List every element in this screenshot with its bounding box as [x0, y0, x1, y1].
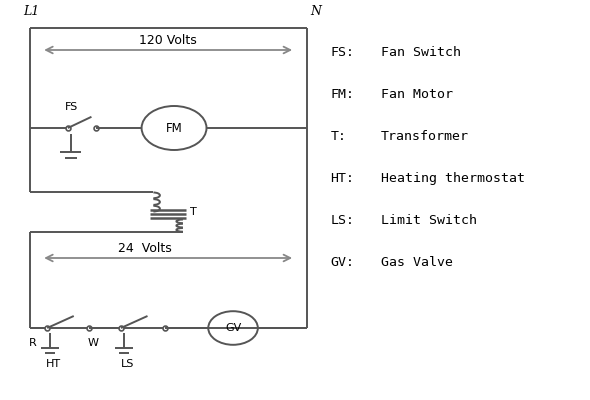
Text: HT:: HT: [330, 172, 355, 184]
Text: FM: FM [166, 122, 182, 134]
Text: N: N [310, 5, 321, 18]
Text: W: W [88, 338, 99, 348]
Text: T:: T: [330, 130, 346, 142]
Text: Fan Switch: Fan Switch [381, 46, 461, 58]
Text: GV:: GV: [330, 256, 355, 268]
Text: FS:: FS: [330, 46, 355, 58]
Text: Gas Valve: Gas Valve [381, 256, 453, 268]
Text: LS: LS [122, 359, 135, 369]
Text: 24  Volts: 24 Volts [117, 242, 172, 255]
Text: FS: FS [65, 102, 78, 112]
Text: Heating thermostat: Heating thermostat [381, 172, 525, 184]
Text: Fan Motor: Fan Motor [381, 88, 453, 100]
Text: Transformer: Transformer [381, 130, 468, 142]
Text: FM:: FM: [330, 88, 355, 100]
Text: Limit Switch: Limit Switch [381, 214, 477, 226]
Text: 120 Volts: 120 Volts [139, 34, 197, 47]
Text: R: R [28, 338, 37, 348]
Text: GV: GV [225, 323, 241, 333]
Text: L1: L1 [24, 5, 40, 18]
Text: HT: HT [45, 359, 61, 369]
Text: LS:: LS: [330, 214, 355, 226]
Text: T: T [190, 207, 196, 217]
